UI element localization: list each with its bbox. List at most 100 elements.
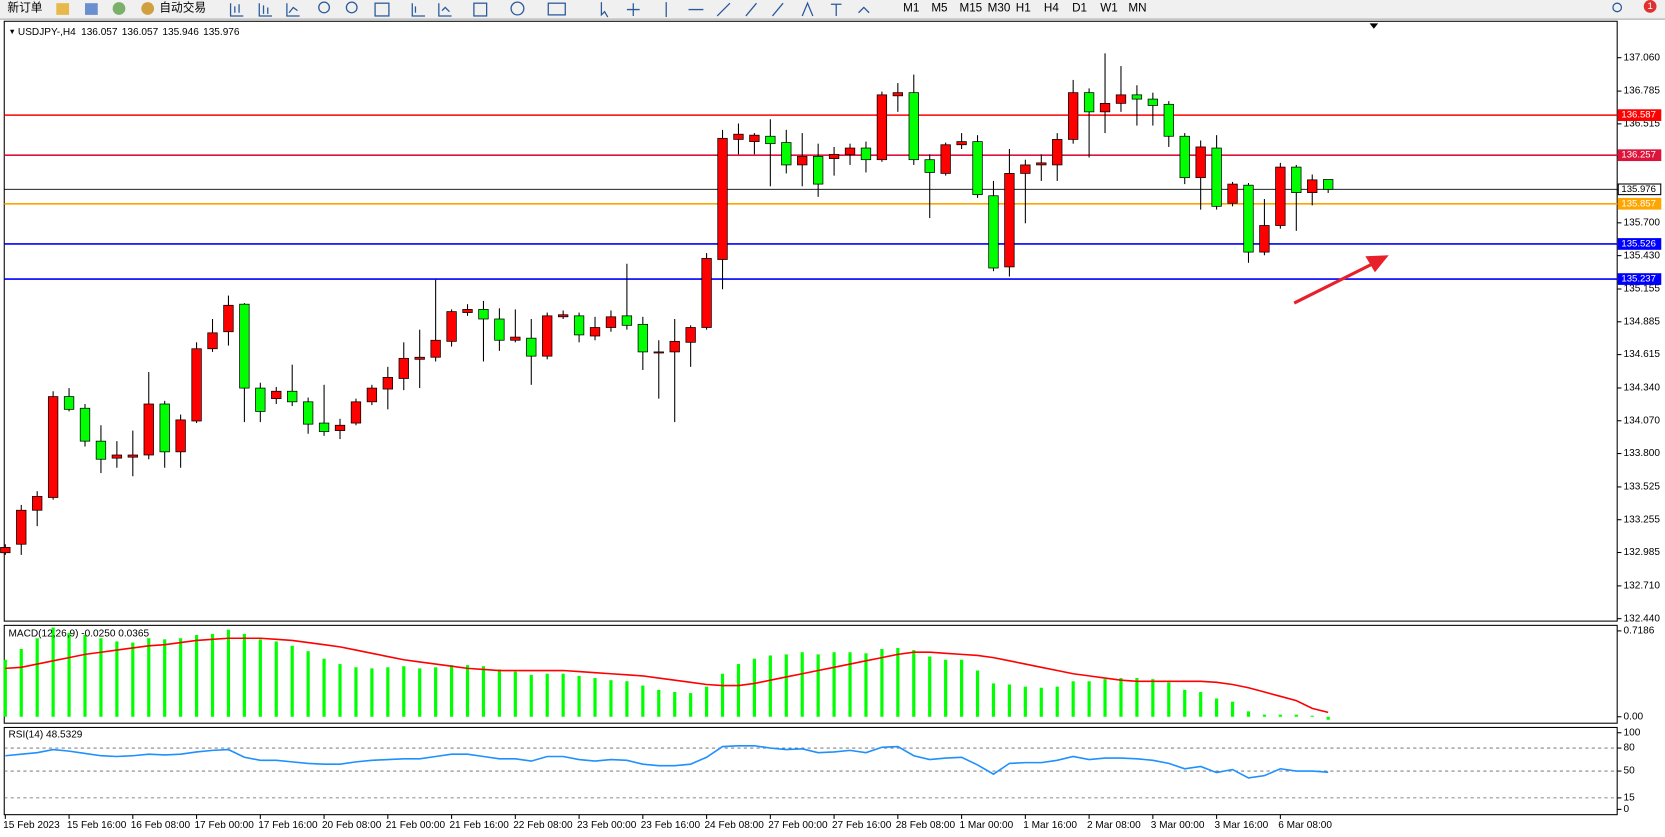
icon[interactable]	[665, 2, 784, 18]
candle-body	[637, 323, 648, 353]
candle-body	[1227, 183, 1238, 204]
macd-bar	[848, 652, 852, 717]
candle-body	[876, 94, 888, 161]
auto-trading-button[interactable]: 自动交易	[159, 1, 206, 15]
macd-bar	[545, 673, 549, 717]
candle-body	[1036, 162, 1047, 166]
timeframe-button[interactable]: D1	[1072, 2, 1087, 15]
symbol: USDJPY-,H4	[18, 27, 76, 38]
price-tick-label: 133.800	[1624, 448, 1661, 459]
icon[interactable]	[374, 2, 390, 17]
icon[interactable]	[801, 1, 870, 17]
timeframe-button[interactable]: MN	[1128, 2, 1146, 15]
time-label: 21 Feb 00:00	[386, 820, 446, 831]
rsi-tick-label: 80	[1624, 743, 1636, 754]
price-tick-label: 135.700	[1624, 218, 1661, 229]
macd-bar	[179, 638, 183, 717]
arrow-shaft	[1293, 262, 1374, 305]
macd-bar	[1230, 701, 1235, 717]
price-tick-label: 134.615	[1624, 349, 1661, 360]
icon[interactable]	[438, 3, 452, 17]
toolbar: 新订单 自动交易 M1 M5 M15 M30 H1 H4 D1 W1 MN 1	[0, 0, 1665, 20]
price-tick-label: 136.785	[1624, 86, 1661, 97]
macd-bar	[625, 681, 629, 717]
candle-body	[223, 304, 234, 333]
time-label: 3 Mar 00:00	[1151, 820, 1205, 831]
timeframe-button[interactable]: W1	[1100, 2, 1118, 15]
candle-body	[111, 454, 123, 459]
candle-body	[685, 327, 696, 343]
icon[interactable]	[229, 3, 244, 17]
candle-body	[653, 351, 664, 354]
level-label: 136.257	[1621, 150, 1655, 161]
candle-body	[924, 159, 935, 173]
icon[interactable]	[473, 2, 488, 17]
icon[interactable]	[112, 2, 126, 15]
macd-bar	[115, 641, 119, 717]
header-open: 136.057	[81, 27, 118, 38]
macd-bar	[1183, 689, 1187, 717]
candle-body	[1291, 166, 1302, 193]
candle-body	[462, 309, 473, 313]
candle-body	[255, 387, 266, 412]
time-label: 17 Feb 16:00	[258, 820, 318, 831]
price-tick-label: 132.440	[1624, 613, 1661, 624]
new-order-button[interactable]: 新订单	[7, 1, 42, 15]
icon[interactable]	[56, 3, 70, 15]
candle-body	[143, 403, 154, 456]
bid-box	[1617, 183, 1662, 196]
macd-bar	[704, 686, 709, 717]
candle-body	[1243, 184, 1254, 253]
icon[interactable]	[626, 3, 640, 16]
candle-body	[860, 147, 872, 161]
icon[interactable]	[547, 2, 566, 16]
timeframe-button[interactable]: M5	[931, 2, 948, 15]
icon[interactable]	[141, 2, 155, 15]
timeframe-button[interactable]: H4	[1044, 2, 1059, 15]
time-label: 2 Mar 08:00	[1087, 820, 1141, 831]
timeframe-button[interactable]: H1	[1016, 2, 1031, 15]
timeframe-button[interactable]: M1	[903, 2, 919, 15]
level-label: 135.237	[1621, 274, 1655, 285]
candle-body	[510, 336, 521, 341]
macd-bar	[481, 666, 486, 717]
macd-bar	[19, 649, 23, 717]
macd-bar	[960, 659, 964, 717]
macd-bar	[944, 659, 948, 717]
timeframe-button[interactable]: M15	[959, 2, 982, 15]
macd-bar	[1135, 678, 1139, 717]
search-icon[interactable]	[1612, 2, 1623, 13]
macd-bar	[402, 666, 406, 717]
icon[interactable]	[411, 3, 426, 17]
macd-bar	[386, 667, 390, 717]
icon[interactable]	[258, 3, 273, 17]
price-tick-label: 132.710	[1624, 581, 1661, 592]
macd-bar	[991, 683, 996, 717]
timeframe-button[interactable]: M30	[988, 2, 1011, 15]
icon[interactable]	[510, 1, 525, 16]
icon[interactable]	[600, 2, 609, 18]
macd-bar	[83, 635, 87, 717]
candle-body	[175, 419, 186, 453]
macd-bar	[689, 693, 693, 717]
candle-body	[1307, 179, 1318, 193]
candle-body	[1179, 135, 1190, 179]
macd-bar	[864, 653, 868, 717]
icon[interactable]	[85, 3, 98, 15]
icon[interactable]	[318, 1, 331, 14]
rsi-tick-label: 100	[1624, 727, 1641, 738]
macd-bar	[673, 692, 677, 717]
candle-body	[1115, 94, 1127, 104]
notification-badge[interactable]	[1643, 0, 1657, 13]
rsi-tick-label: 0	[1624, 804, 1630, 815]
icon[interactable]	[286, 3, 300, 17]
icon[interactable]	[345, 1, 358, 14]
macd-bar	[1151, 679, 1155, 717]
candle-body	[621, 315, 633, 326]
macd-bar	[99, 638, 103, 717]
candle-body	[1099, 102, 1111, 113]
macd-bar	[258, 639, 262, 717]
macd-bar	[497, 669, 501, 717]
candle-body	[717, 137, 728, 260]
